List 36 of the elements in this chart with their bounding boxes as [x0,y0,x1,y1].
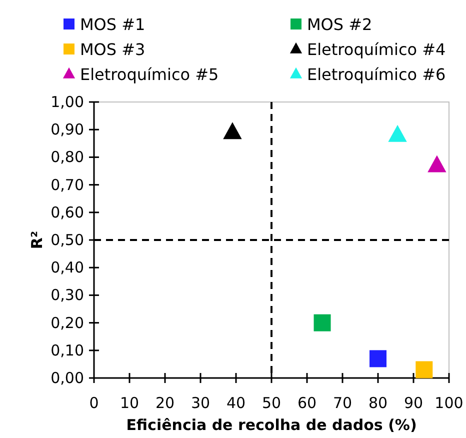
legend-label: Eletroquímico #6 [307,65,446,84]
x-tick-label: 60 [297,394,317,412]
y-tick-label: 0,40 [50,258,84,277]
x-tick-label: 50 [262,394,282,412]
legend-label: MOS #1 [80,15,146,34]
y-tick-label: 0,90 [50,120,84,139]
y-tick-label: 0,50 [50,231,84,249]
x-axis-title: Eficiência de recolha de dados (%) [126,416,417,434]
point [416,361,433,378]
x-tick-label: 20 [155,394,175,412]
x-tick-label: 100 [434,394,464,412]
y-tick-label: 0,70 [50,176,84,194]
x-tick-label: 40 [226,394,246,412]
y-tick-label: 0,80 [50,148,84,166]
point [370,350,386,368]
legend-label: MOS #2 [307,15,372,34]
y-tick-label: 0,20 [50,314,84,332]
x-tick-label: 30 [190,394,210,412]
x-tick-label: 80 [368,394,388,412]
point [428,155,446,172]
x-tick-label: 90 [404,394,424,412]
y-tick-label: 1,00 [50,93,84,111]
x-tick-label: 70 [332,394,352,412]
legend-label: Eletroquímico #5 [80,65,219,84]
point [388,124,407,142]
point [314,314,331,332]
x-tick-label: 0 [89,394,99,412]
legend-label: MOS #3 [80,40,146,59]
y-tick-label: 0,10 [50,341,84,360]
y-tick-label: 0,60 [50,203,84,222]
y-tick-label: 0,30 [50,286,84,304]
x-tick-label: 10 [120,394,140,412]
legend-label: Eletroquímico #4 [307,40,446,59]
y-axis-title: R² [28,230,46,250]
point [223,122,242,140]
y-tick-label: 0,00 [50,369,84,387]
